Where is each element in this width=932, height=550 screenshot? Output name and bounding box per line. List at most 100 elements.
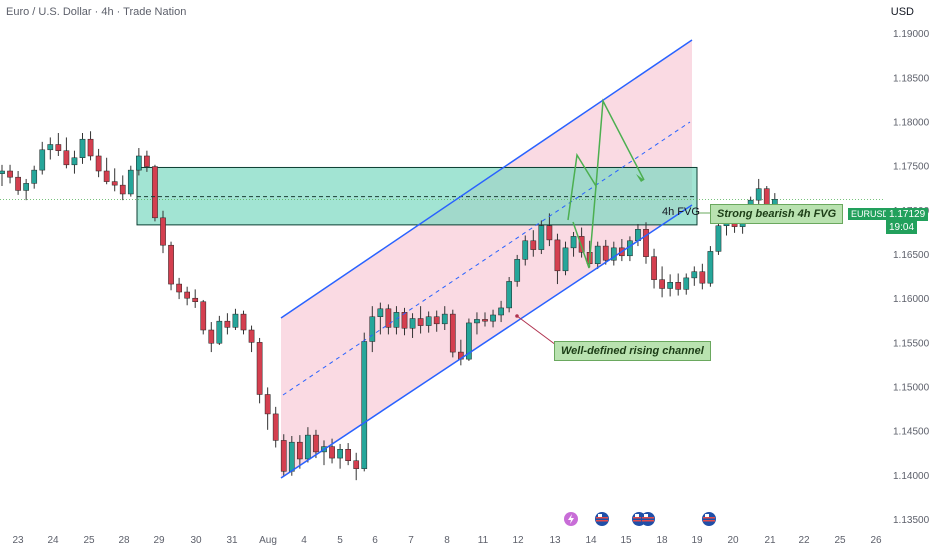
time-tick-label: 30 [190,535,202,546]
candle-body [305,434,311,460]
candle [385,304,392,335]
candle [305,427,311,463]
candle [514,254,521,287]
candle-body [7,170,13,178]
candle-body [264,394,271,415]
candle [216,315,223,346]
candle [667,274,673,297]
time-tick-label: 23 [12,535,24,546]
time-tick-label: 26 [870,535,882,546]
candle-body [610,247,617,261]
time-tick-label: 25 [834,535,846,546]
channel-callout-leader [516,315,557,346]
time-tick-label: 13 [549,535,561,546]
candle [119,175,126,201]
candle-body [522,240,529,260]
us-flag-icon[interactable] [702,512,716,526]
candle-body [546,225,553,241]
price-tick-label: 1.13500 [893,515,930,526]
candle-body [224,320,231,328]
candle [659,266,665,298]
candle-body [345,449,351,461]
candle-body [562,247,569,272]
candle [71,150,78,174]
us-flag-icon[interactable] [641,512,655,526]
candle [313,429,319,459]
candle-body [15,176,21,191]
candle [691,266,698,286]
candle [441,306,448,330]
projection-arrowhead [636,174,644,182]
candle [361,332,368,472]
candlestick-series [0,131,778,481]
candle [7,164,13,184]
time-tick-label: 28 [118,535,130,546]
candle-body [337,449,343,459]
candle [651,248,657,289]
candle-body [240,313,247,331]
time-tick-label: 11 [478,535,489,546]
candle-body [47,144,54,151]
candle [232,308,239,330]
time-tick-label: 4 [301,535,307,546]
candle [63,137,70,169]
us-flag-icon[interactable] [595,512,609,526]
candle [127,165,134,197]
channel-callout[interactable]: Well-defined rising channel [554,341,711,361]
candle [490,309,496,328]
candle-body [87,138,94,157]
candle-body [409,318,416,329]
candle [474,312,480,335]
candle [152,164,158,222]
candle [643,222,649,264]
candle-body [417,318,424,326]
candle [602,239,609,265]
lightning-icon[interactable] [564,512,578,526]
candle-body [401,312,408,329]
candle [401,307,408,336]
candle [425,311,432,333]
candle-body [506,281,512,309]
candle-body [755,188,762,201]
candle-body [514,259,521,282]
candle [176,277,182,300]
candle-body [280,440,287,472]
candle-body [715,225,722,252]
candle [0,164,5,187]
candle [256,337,263,404]
candle [15,171,21,195]
channel-upper-line [280,39,693,319]
candle [369,306,376,353]
candle-body [248,329,255,343]
candle-body [643,229,649,257]
time-tick-label: 7 [408,535,414,546]
time-tick-label: 14 [585,535,597,546]
candle-body [39,149,46,171]
candle [554,233,561,285]
candle-body [127,169,134,195]
candle [506,277,512,313]
fvg-callout[interactable]: Strong bearish 4h FVG [710,204,844,224]
candle [530,230,537,257]
candle-body [288,441,295,472]
candle-body [111,181,118,186]
candle-body [691,271,698,279]
candle [433,310,440,332]
candle [393,306,400,335]
candle [675,273,682,296]
candle-body [208,329,215,344]
candle [192,289,199,308]
candle [699,263,706,290]
candle-body [538,225,545,250]
candle [111,168,118,192]
candle [87,131,94,161]
candle [103,157,110,185]
time-tick-label: 8 [444,535,450,546]
candle-body [530,240,537,250]
candle [160,210,166,254]
price-tick-label: 1.15000 [893,382,930,393]
time-axis: 23 24 25 28 29 30 31 Aug 4 5 6 7 8 11 12 13 14 15 18 19 20 21… [12,535,882,546]
time-tick-label: 12 [512,535,524,546]
candle [144,150,150,172]
